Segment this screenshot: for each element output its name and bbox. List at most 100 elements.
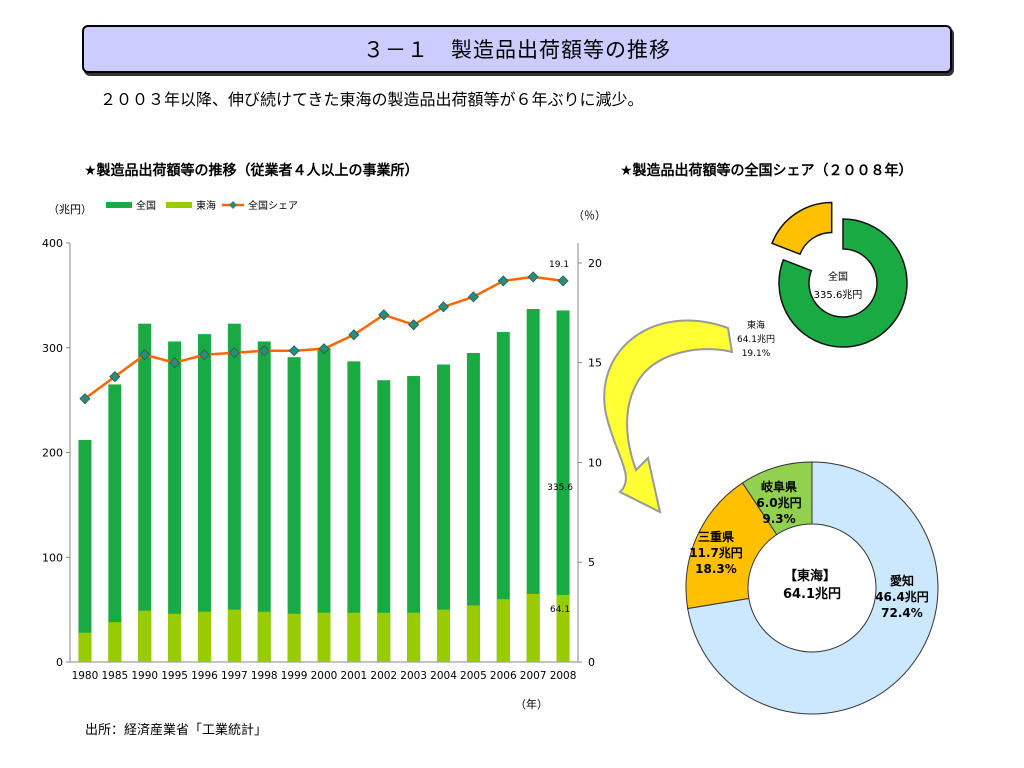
bar-tokai [407,612,421,662]
bar-national [347,361,361,662]
share-marker [348,329,360,341]
curved-arrow [603,319,734,514]
data-label-national: 335.6 [547,483,573,493]
bar-tokai [496,599,510,662]
bar-tokai [347,612,361,662]
bar-national [78,439,92,662]
page-title: ３－１ 製造品出荷額等の推移 [82,25,952,73]
bar-tokai [287,613,301,662]
tokai-donut-center-value: 64.1兆円 [783,586,841,602]
x-tick-label: 1996 [191,670,218,682]
share-donut-pct-tokai: 19.1% [742,349,771,359]
share-marker [467,291,479,303]
bar-national [227,323,241,662]
tokai-donut-label: 愛知 [890,573,914,588]
share-marker [139,349,151,361]
x-tick-label: 2003 [400,670,427,682]
bar-national [197,334,211,662]
share-marker [318,343,330,355]
share-line [84,275,564,400]
share-donut-label-tokai: 東海 [747,319,765,331]
share-donut-national [778,218,908,348]
tokai-donut-slice [687,461,939,715]
y-tick-left: 300 [42,342,63,355]
share-donut-tokai [771,201,833,256]
y-tick-right: 5 [588,556,595,569]
share-marker [258,345,270,357]
share-marker [497,275,509,287]
x-tick-label: 2005 [460,670,487,682]
bar-tokai [377,612,391,662]
bar-tokai [108,622,122,662]
bar-tokai [556,594,570,662]
bar-tokai [197,611,211,662]
bar-national [407,376,421,662]
y-tick-right: 15 [588,357,602,370]
share-donut-label-national: 全国 [828,270,848,283]
bar-national [138,323,152,662]
y-tick-left: 200 [42,447,63,460]
share-marker [288,345,300,357]
bar-national [257,341,271,662]
share-marker [169,357,181,369]
bar-national [496,332,510,662]
source-note: 出所：経済産業省「工業統計」 [85,723,268,738]
bar-tokai [257,611,271,662]
bar-tokai [227,609,241,662]
bar-tokai [138,610,152,662]
share-marker [198,349,211,361]
bar-national [437,364,451,662]
tokai-donut-value: 6.0兆円 [756,495,801,510]
chart-title-share: ★製造品出荷額等の全国シェア（２００８年） [620,163,913,179]
x-tick-label: 2000 [311,670,338,682]
tokai-donut-slice [685,482,778,610]
legend-label-share: 全国シェア [248,199,298,212]
share-marker [437,301,450,313]
x-tick-label: 1998 [251,670,278,682]
share-donut-value-tokai: 64.1兆円 [737,334,775,345]
share-marker [527,271,539,283]
y-tick-left: 100 [42,551,63,564]
tokai-donut-value: 46.4兆円 [875,589,929,604]
bar-national [556,310,570,662]
x-tick-label: 1985 [101,670,128,682]
x-tick-label: 2008 [550,670,577,682]
x-tick-label: 1997 [221,670,248,682]
bar-tokai [168,613,182,662]
bar-national [526,308,540,662]
share-marker [228,347,240,359]
page-title-text: ３－１ 製造品出荷額等の推移 [363,38,671,62]
share-marker [557,275,569,287]
bar-tokai [317,612,331,662]
bar-national [466,352,480,662]
y-axis-label-left: （兆円） [48,203,92,216]
summary-text: ２００３年以降、伸び続けてきた東海の製造品出荷額等が６年ぶりに減少。 [100,90,644,109]
legend-swatch-tokai [166,202,192,208]
legend-label-tokai: 東海 [196,199,216,212]
bar-tokai [526,593,540,662]
bar-national [317,347,331,662]
x-tick-label: 1990 [131,670,158,682]
share-marker [79,393,91,405]
legend-marker-share [229,201,237,209]
y-tick-right: 10 [588,456,602,469]
tokai-donut-pct: 9.3% [762,512,795,526]
share-marker [109,371,121,383]
x-tick-label: 2002 [370,670,397,682]
y-tick-left: 0 [56,656,63,669]
y-tick-right: 0 [588,656,595,669]
y-axis-label-right: （％） [573,209,606,222]
bar-tokai [78,632,92,662]
x-tick-label: 2007 [520,670,547,682]
legend-swatch-national [106,202,132,208]
x-tick-label: 1980 [72,670,99,682]
share-marker [408,319,420,331]
bar-national [108,384,122,662]
tokai-donut-value: 11.7兆円 [689,545,743,560]
data-label-tokai: 64.1 [550,605,570,615]
tokai-donut-label: 三重県 [698,529,734,544]
x-tick-label: 2004 [430,670,457,682]
x-axis-label: （年） [515,697,548,711]
x-tick-label: 2001 [341,670,368,682]
